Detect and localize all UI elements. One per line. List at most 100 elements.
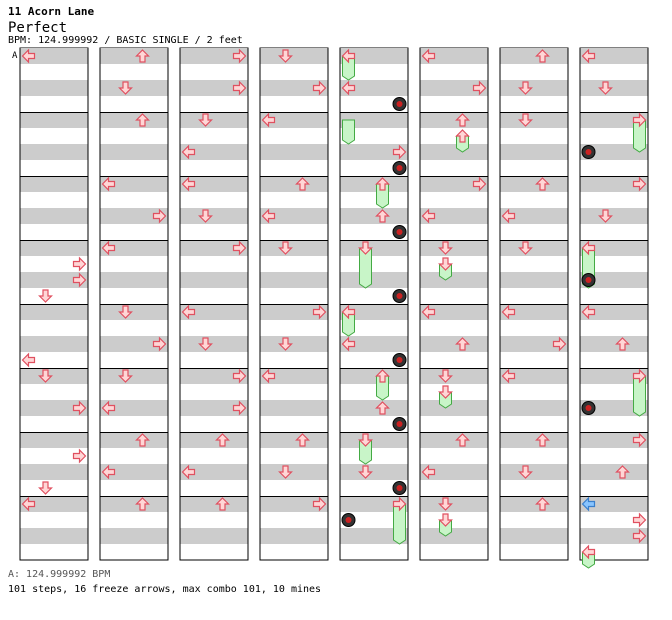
- beat-band: [580, 368, 648, 384]
- beat-band: [180, 176, 248, 192]
- step-arrow: [312, 496, 327, 512]
- beat-band: [180, 528, 248, 544]
- step-arrow: [261, 112, 276, 128]
- beat-band: [500, 176, 568, 192]
- beat-band: [180, 432, 248, 448]
- step-arrow: [598, 209, 613, 223]
- beat-band: [580, 496, 648, 512]
- step-arrow: [581, 240, 596, 256]
- beat-band: [580, 208, 648, 224]
- step-arrow: [21, 496, 36, 512]
- beat-band: [500, 400, 568, 416]
- step-arrow: [501, 208, 516, 224]
- beat-band: [180, 336, 248, 352]
- beat-band: [340, 400, 408, 416]
- step-arrow: [278, 465, 293, 479]
- mine-core: [585, 149, 592, 155]
- beat-band: [100, 48, 168, 64]
- beat-band: [100, 304, 168, 320]
- beat-band: [500, 240, 568, 256]
- step-arrow: [632, 176, 647, 192]
- step-arrow: [438, 385, 453, 399]
- step-arrow: [72, 400, 87, 416]
- chart-column-8: [579, 47, 649, 561]
- step-arrow: [535, 177, 550, 191]
- step-arrow: [38, 289, 53, 303]
- beat-band: [180, 272, 248, 288]
- beat-band: [180, 144, 248, 160]
- step-arrow: [518, 241, 533, 255]
- beat-band: [180, 80, 248, 96]
- beat-band: [20, 304, 88, 320]
- beat-band: [500, 528, 568, 544]
- beat-band: [340, 528, 408, 544]
- step-arrow: [278, 337, 293, 351]
- beat-band: [420, 80, 488, 96]
- beat-band: [260, 48, 328, 64]
- beat-band: [500, 48, 568, 64]
- beat-band: [180, 496, 248, 512]
- beat-band: [260, 176, 328, 192]
- step-arrow: [421, 304, 436, 320]
- step-arrow: [278, 241, 293, 255]
- step-arrow: [421, 208, 436, 224]
- beat-band: [100, 80, 168, 96]
- beat-band: [180, 464, 248, 480]
- step-arrow: [632, 528, 647, 544]
- step-arrow: [472, 80, 487, 96]
- beat-band: [420, 496, 488, 512]
- step-arrow: [518, 81, 533, 95]
- beat-band: [500, 80, 568, 96]
- step-arrow: [21, 48, 36, 64]
- beat-band: [260, 112, 328, 128]
- step-arrow: [358, 465, 373, 479]
- beat-band: [340, 48, 408, 64]
- beat-band: [100, 336, 168, 352]
- step-arrow: [501, 304, 516, 320]
- beat-band: [260, 368, 328, 384]
- beat-band: [20, 368, 88, 384]
- step-arrow: [135, 497, 150, 511]
- beat-band: [100, 368, 168, 384]
- beat-band: [340, 80, 408, 96]
- step-arrow: [118, 305, 133, 319]
- beat-band: [260, 464, 328, 480]
- beat-band: [580, 80, 648, 96]
- step-arrow: [518, 465, 533, 479]
- step-arrow: [181, 464, 196, 480]
- step-arrow: [261, 368, 276, 384]
- beat-band: [420, 144, 488, 160]
- mine-core: [396, 421, 403, 427]
- step-arrow: [295, 177, 310, 191]
- beat-band: [20, 144, 88, 160]
- beat-band: [420, 272, 488, 288]
- step-arrow: [341, 48, 356, 64]
- beat-band: [20, 432, 88, 448]
- beat-band: [20, 48, 88, 64]
- beat-band: [20, 80, 88, 96]
- step-arrow: [232, 48, 247, 64]
- step-arrow: [101, 400, 116, 416]
- beat-band: [180, 400, 248, 416]
- beat-band: [20, 528, 88, 544]
- beat-band: [260, 144, 328, 160]
- beat-band: [260, 496, 328, 512]
- step-arrow: [535, 433, 550, 447]
- step-arrow: [101, 464, 116, 480]
- beat-band: [260, 272, 328, 288]
- step-arrow: [72, 448, 87, 464]
- step-arrow: [341, 304, 356, 320]
- beat-band: [180, 208, 248, 224]
- step-arrow: [438, 241, 453, 255]
- chart-column-1: [19, 47, 89, 561]
- step-arrow: [438, 369, 453, 383]
- beat-band: [340, 368, 408, 384]
- beat-band: [100, 432, 168, 448]
- beat-band: [260, 336, 328, 352]
- beat-band: [100, 112, 168, 128]
- step-arrow: [341, 336, 356, 352]
- chart-column-4: [259, 47, 329, 561]
- step-arrow: [421, 464, 436, 480]
- step-arrow: [118, 81, 133, 95]
- beat-band: [20, 176, 88, 192]
